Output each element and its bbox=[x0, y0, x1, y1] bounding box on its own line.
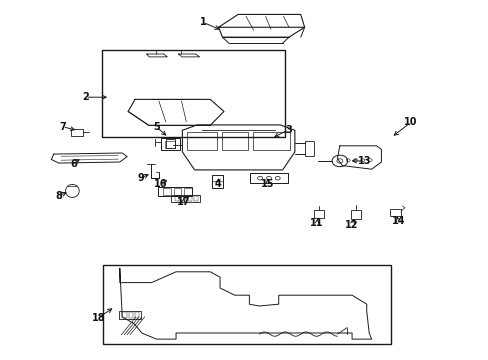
Bar bbox=[314, 210, 324, 218]
Bar bbox=[350, 210, 360, 219]
Bar bbox=[135, 312, 139, 318]
Text: 1: 1 bbox=[199, 17, 206, 27]
Bar bbox=[158, 187, 192, 196]
Bar bbox=[181, 196, 185, 201]
Bar bbox=[173, 188, 181, 195]
Bar bbox=[187, 132, 216, 150]
Bar bbox=[250, 173, 287, 183]
Bar bbox=[71, 129, 83, 136]
Text: 3: 3 bbox=[285, 125, 291, 135]
Bar bbox=[304, 141, 314, 156]
Bar bbox=[119, 311, 141, 319]
Text: 8: 8 bbox=[55, 191, 62, 201]
Bar bbox=[175, 196, 179, 201]
Bar bbox=[122, 312, 126, 318]
Text: 15: 15 bbox=[261, 179, 274, 189]
Bar bbox=[221, 132, 248, 150]
Bar bbox=[253, 132, 289, 150]
Text: 12: 12 bbox=[345, 220, 358, 230]
Text: 13: 13 bbox=[357, 156, 370, 166]
Text: 9: 9 bbox=[137, 173, 144, 183]
Bar bbox=[166, 139, 175, 148]
Text: 7: 7 bbox=[59, 122, 66, 132]
Text: 16: 16 bbox=[153, 179, 167, 189]
Bar bbox=[128, 312, 133, 318]
Text: 5: 5 bbox=[153, 122, 160, 132]
Bar bbox=[211, 175, 223, 188]
Bar bbox=[184, 188, 192, 195]
Bar bbox=[102, 265, 390, 344]
Bar bbox=[165, 141, 175, 148]
Bar bbox=[187, 196, 191, 201]
Text: 6: 6 bbox=[70, 159, 77, 169]
Text: 18: 18 bbox=[92, 312, 105, 323]
Bar bbox=[389, 209, 400, 216]
Text: 2: 2 bbox=[82, 92, 89, 102]
Bar bbox=[194, 196, 198, 201]
Bar bbox=[102, 50, 285, 137]
Bar bbox=[161, 138, 180, 150]
Text: 14: 14 bbox=[391, 216, 405, 226]
Bar bbox=[163, 188, 170, 195]
Text: 11: 11 bbox=[309, 218, 323, 228]
Text: 17: 17 bbox=[176, 197, 190, 207]
Text: 4: 4 bbox=[214, 179, 221, 189]
Text: 10: 10 bbox=[403, 117, 417, 127]
Bar bbox=[171, 195, 200, 202]
